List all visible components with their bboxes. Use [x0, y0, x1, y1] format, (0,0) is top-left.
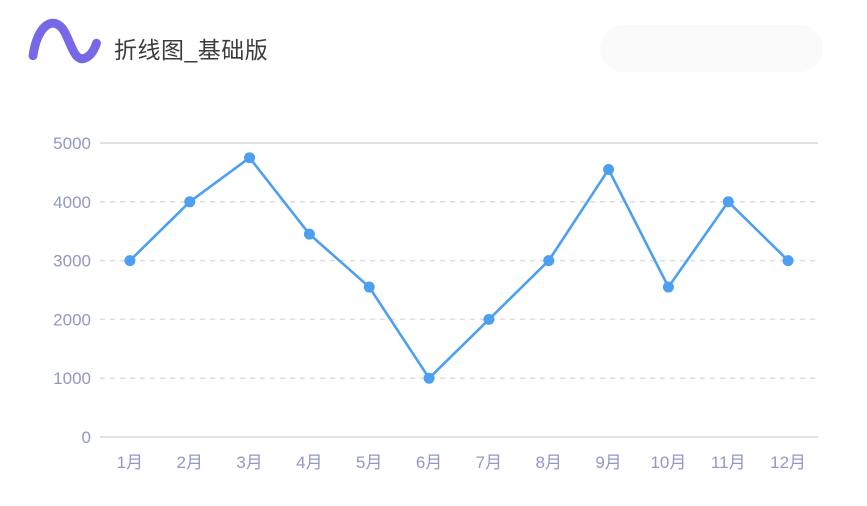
- x-axis-tick-label: 10月: [650, 453, 686, 472]
- y-axis-tick-label: 1000: [53, 369, 91, 388]
- sine-wave-logo-icon: [28, 18, 101, 64]
- y-axis-tick-label: 4000: [53, 193, 91, 212]
- data-point[interactable]: [184, 196, 196, 208]
- x-axis-tick-label: 3月: [236, 453, 262, 472]
- y-axis-tick-label: 2000: [53, 310, 91, 329]
- x-axis-tick-label: 2月: [177, 453, 203, 472]
- x-axis-tick-label: 9月: [595, 453, 621, 472]
- data-point[interactable]: [244, 152, 256, 164]
- data-point[interactable]: [483, 313, 495, 325]
- x-axis-tick-label: 6月: [416, 453, 442, 472]
- data-point[interactable]: [603, 163, 615, 175]
- data-point[interactable]: [543, 255, 555, 267]
- x-axis-tick-label: 12月: [770, 453, 806, 472]
- toolbar-pill: [600, 25, 823, 72]
- data-point[interactable]: [662, 281, 674, 293]
- x-axis-tick-label: 7月: [476, 453, 502, 472]
- x-axis-tick-label: 5月: [356, 453, 382, 472]
- x-axis-tick-label: 8月: [536, 453, 562, 472]
- data-point[interactable]: [363, 281, 375, 293]
- data-point[interactable]: [782, 255, 794, 267]
- y-axis-tick-label: 3000: [53, 252, 91, 271]
- page-title: 折线图_基础版: [114, 37, 269, 63]
- data-point[interactable]: [124, 255, 136, 267]
- x-axis-tick-label: 4月: [296, 453, 322, 472]
- series-line: [128, 156, 790, 380]
- x-axis-tick-label: 11月: [711, 453, 746, 472]
- y-axis-tick-label: 5000: [53, 134, 91, 153]
- x-axis-tick-label: 1月: [117, 453, 143, 472]
- data-point[interactable]: [423, 372, 435, 384]
- y-axis-tick-label: 0: [82, 428, 91, 447]
- data-point[interactable]: [303, 228, 315, 240]
- data-point[interactable]: [722, 196, 734, 208]
